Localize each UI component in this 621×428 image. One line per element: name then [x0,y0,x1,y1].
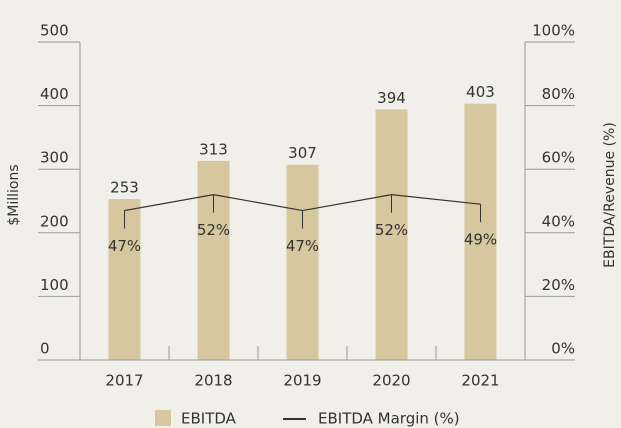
bar-value-label: 313 [199,140,228,158]
margin-value-label: 49% [464,231,497,249]
y2-tick-label: 0% [551,340,575,358]
x-tick-label: 2020 [372,372,410,390]
margin-value-label: 52% [375,221,408,239]
margin-value-label: 47% [108,237,141,255]
margin-value-label: 52% [197,221,230,239]
y-tick-label: 500 [40,22,69,40]
y2-tick-label: 20% [542,276,575,294]
y-tick-label: 400 [40,85,69,103]
y2-tick-label: 60% [542,149,575,167]
legend-swatch [155,410,171,426]
legend-label: EBITDA [181,410,237,428]
bar-value-label: 394 [377,89,406,107]
bar [375,109,408,360]
y2-axis-title: EBITDA/Revenue (%) [602,122,618,268]
y2-tick-label: 80% [542,85,575,103]
y2-tick-label: 100% [532,22,575,40]
bar [464,103,497,360]
x-tick-label: 2018 [194,372,232,390]
bar [197,160,230,360]
x-tick-label: 2021 [461,372,499,390]
bar-value-label: 403 [466,83,495,101]
y-axis-title: $Millions [6,164,22,225]
x-tick-label: 2017 [105,372,143,390]
x-tick-label: 2019 [283,372,321,390]
y-tick-label: 300 [40,149,69,167]
bar-value-label: 253 [110,179,139,197]
y2-tick-label: 40% [542,212,575,230]
y-tick-label: 100 [40,276,69,294]
legend-label: EBITDA Margin (%) [318,410,460,428]
bar-value-label: 307 [288,144,317,162]
y-tick-label: 200 [40,212,69,230]
bar [286,164,319,360]
margin-value-label: 47% [286,237,319,255]
y-tick-label: 0 [40,340,50,358]
